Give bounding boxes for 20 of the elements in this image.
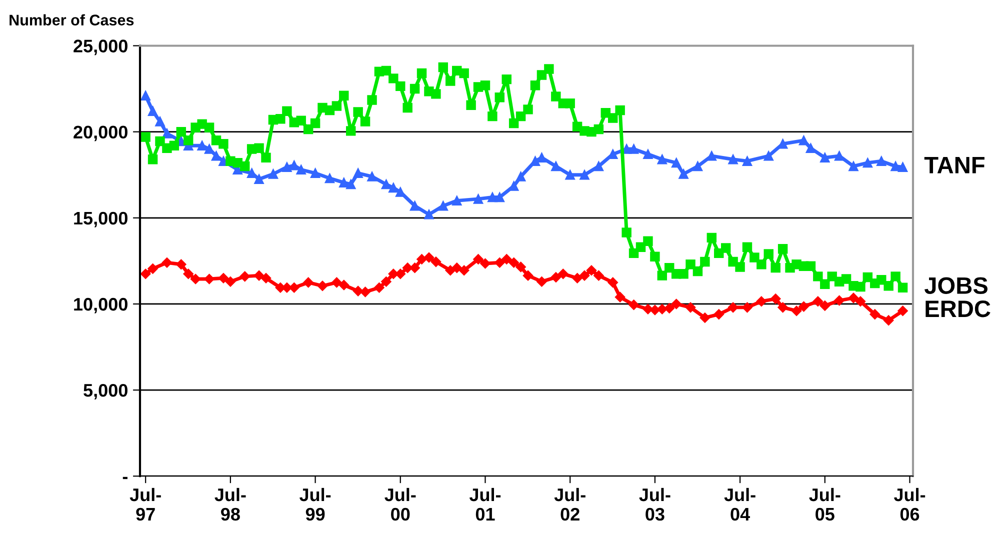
y-tick-label: 25,000: [74, 40, 128, 56]
x-tick-label: Jul- 04: [724, 488, 756, 521]
x-tick-label: Jul- 03: [639, 488, 670, 521]
x-tick-label: Jul- 98: [214, 488, 246, 521]
y-axis-title: Number of Cases: [10, 14, 134, 26]
x-tick-label: Jul- 02: [554, 488, 586, 521]
y-tick-label: 15,000: [74, 212, 128, 228]
x-tick-label: Jul- 97: [130, 488, 161, 521]
series-label: ERDC: [926, 300, 990, 318]
x-tick-label: Jul- 06: [894, 488, 926, 521]
series-label: TANF: [924, 156, 984, 174]
x-tick-label: Jul- 01: [469, 488, 501, 521]
y-tick-label: 20,000: [74, 126, 128, 142]
y-tick-label: 10,000: [74, 298, 128, 314]
series-label: JOBS: [924, 277, 988, 294]
x-tick-label: Jul- 05: [809, 488, 840, 521]
y-tick-label: 5,000: [84, 384, 128, 400]
x-tick-label: Jul- 99: [300, 488, 331, 521]
y-tick-label: -: [122, 476, 128, 480]
x-tick-label: Jul- 00: [384, 488, 416, 521]
